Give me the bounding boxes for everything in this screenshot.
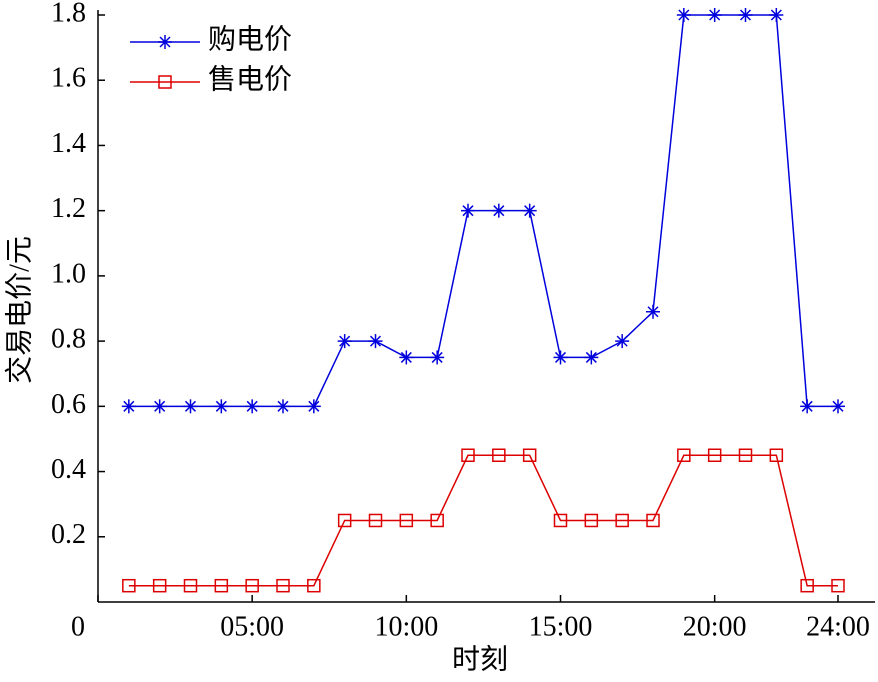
series-line bbox=[128, 454, 838, 587]
data-point bbox=[831, 578, 845, 593]
data-point bbox=[399, 350, 414, 365]
data-point bbox=[337, 513, 352, 528]
data-point bbox=[492, 448, 506, 462]
data-point bbox=[152, 578, 167, 593]
x-tick-label: 20:00 bbox=[683, 611, 747, 642]
data-point bbox=[738, 8, 753, 22]
x-tick-label: 15:00 bbox=[529, 611, 593, 642]
data-point bbox=[800, 399, 815, 414]
data-point bbox=[245, 578, 259, 593]
data-point bbox=[214, 578, 229, 593]
data-point bbox=[584, 350, 599, 365]
legend-marker bbox=[158, 75, 172, 89]
data-point bbox=[245, 399, 260, 414]
data-point bbox=[646, 304, 660, 319]
data-point bbox=[183, 399, 198, 414]
data-point bbox=[800, 578, 814, 593]
y-tick-label: 1.2 bbox=[51, 193, 86, 224]
data-point bbox=[584, 513, 599, 528]
data-point bbox=[553, 350, 568, 365]
data-point bbox=[430, 513, 444, 528]
data-point bbox=[707, 448, 722, 462]
y-tick-label: 0.8 bbox=[51, 324, 86, 355]
data-point bbox=[306, 399, 321, 414]
data-point bbox=[646, 513, 660, 528]
y-tick-label: 1.0 bbox=[51, 258, 86, 289]
data-point bbox=[553, 513, 568, 528]
data-point bbox=[214, 399, 229, 414]
data-point bbox=[491, 203, 506, 218]
x-tick-label: 0 bbox=[71, 611, 85, 642]
y-tick-label: 0.2 bbox=[51, 519, 86, 550]
y-axis-label: 交易电价/元 bbox=[3, 236, 35, 384]
y-tick-label: 0.6 bbox=[51, 389, 86, 420]
x-tick-label: 10:00 bbox=[374, 611, 438, 642]
data-point bbox=[522, 448, 537, 462]
data-point bbox=[430, 350, 445, 365]
data-point bbox=[738, 448, 753, 462]
x-axis-label: 时刻 bbox=[452, 643, 508, 675]
data-point bbox=[461, 203, 475, 218]
data-point bbox=[676, 8, 691, 22]
data-point bbox=[152, 399, 167, 414]
data-point bbox=[276, 399, 290, 414]
data-point bbox=[121, 399, 136, 414]
data-point bbox=[276, 578, 290, 593]
data-point bbox=[368, 334, 383, 349]
x-tick-label: 24:00 bbox=[806, 611, 870, 642]
data-point bbox=[368, 513, 383, 528]
data-point bbox=[677, 448, 691, 462]
legend-label: 购电价 bbox=[208, 23, 292, 55]
y-tick-label: 1.6 bbox=[51, 63, 86, 94]
y-tick-label: 1.4 bbox=[51, 128, 86, 159]
data-point bbox=[831, 399, 845, 414]
data-point bbox=[461, 448, 475, 462]
x-tick-label: 05:00 bbox=[220, 611, 284, 642]
data-point bbox=[399, 513, 414, 528]
data-point bbox=[615, 334, 630, 349]
y-tick-label: 1.8 bbox=[51, 0, 86, 28]
data-point bbox=[307, 578, 321, 593]
data-point bbox=[769, 448, 784, 462]
data-point bbox=[122, 578, 136, 593]
data-point bbox=[522, 203, 537, 218]
data-point bbox=[769, 8, 784, 22]
data-point bbox=[615, 513, 629, 528]
legend-label: 售电价 bbox=[208, 63, 292, 95]
data-point bbox=[183, 578, 198, 593]
legend-marker bbox=[158, 35, 172, 49]
data-point bbox=[337, 334, 352, 349]
y-tick-label: 0.4 bbox=[51, 454, 86, 485]
data-point bbox=[707, 8, 722, 22]
